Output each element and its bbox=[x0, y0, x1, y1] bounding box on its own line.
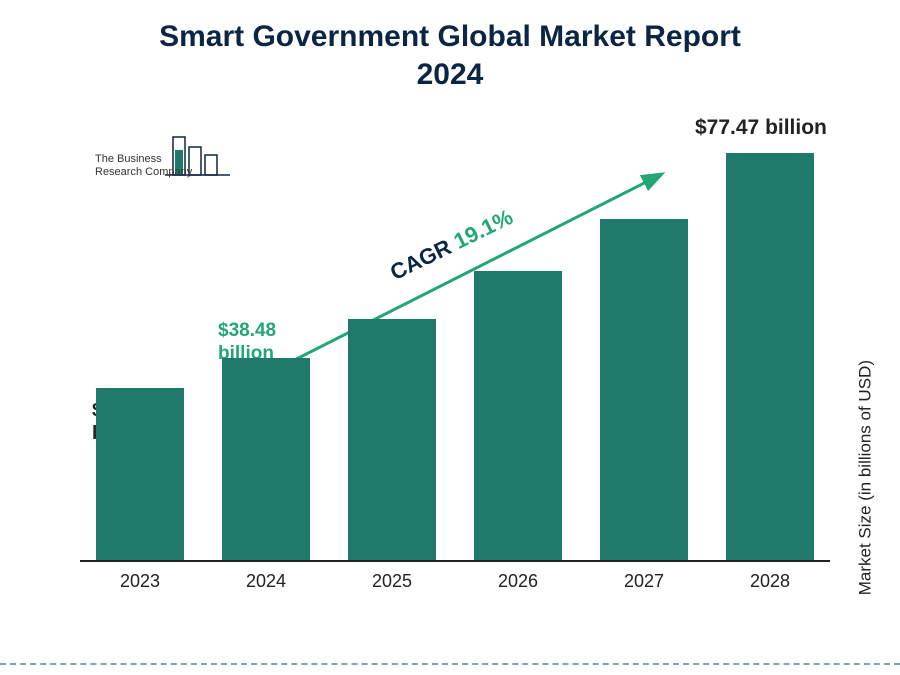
bar-slot: 2023 bbox=[90, 388, 190, 560]
bar bbox=[348, 319, 436, 561]
y-axis-label: Market Size (in billions of USD) bbox=[855, 360, 875, 595]
x-axis-category: 2023 bbox=[120, 571, 160, 592]
x-axis-category: 2024 bbox=[246, 571, 286, 592]
bar-slot: 2025 bbox=[342, 319, 442, 561]
title-line-1: Smart Government Global Market Report bbox=[159, 20, 741, 53]
bar-slot: 2027 bbox=[594, 219, 694, 560]
title-line-2: 2024 bbox=[417, 58, 484, 91]
x-axis-category: 2025 bbox=[372, 571, 412, 592]
bar-slot: 2024 bbox=[216, 358, 316, 560]
x-axis-line bbox=[80, 560, 830, 562]
bar bbox=[600, 219, 688, 560]
x-axis-category: 2028 bbox=[750, 571, 790, 592]
bar bbox=[726, 153, 814, 560]
bar bbox=[474, 271, 562, 560]
bar bbox=[96, 388, 184, 560]
x-axis-category: 2026 bbox=[498, 571, 538, 592]
bar-slot: 2028 bbox=[720, 153, 820, 560]
bar-chart: Market Size (in billions of USD) $32.77 … bbox=[80, 100, 840, 600]
bars-container: 2023 2024 2025 2026 2027 2028 bbox=[80, 120, 830, 560]
chart-title: Smart Government Global Market Report 20… bbox=[0, 0, 900, 93]
x-axis-category: 2027 bbox=[624, 571, 664, 592]
footer-dashed-line bbox=[0, 663, 900, 665]
bar bbox=[222, 358, 310, 560]
bar-slot: 2026 bbox=[468, 271, 568, 560]
